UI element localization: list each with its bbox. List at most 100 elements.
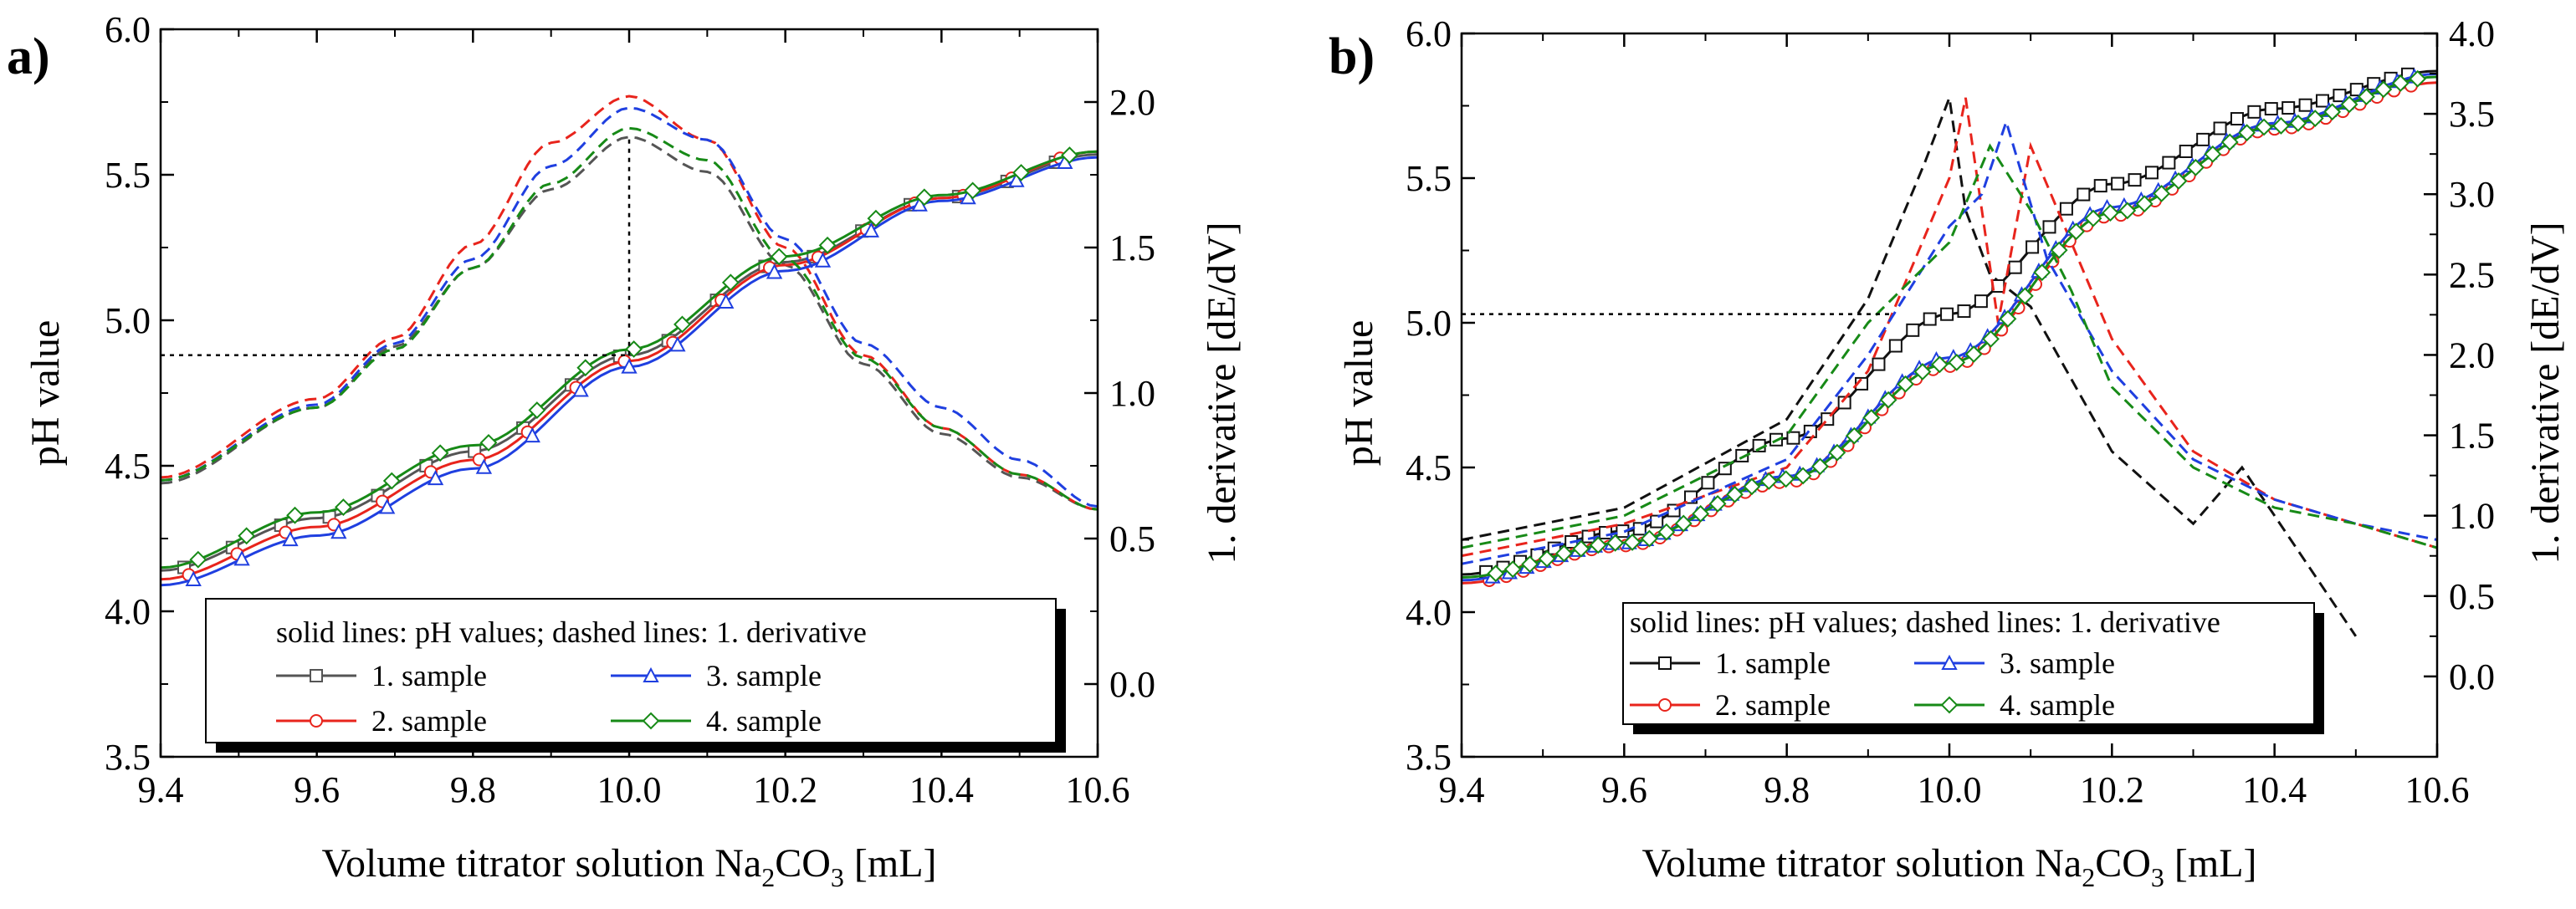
panel-b-x-tick-label: 9.4 — [1439, 769, 1485, 810]
panel-b-marker-4-sample — [1503, 560, 1522, 579]
panel-b-marker-1-sample — [2247, 105, 2261, 119]
panel-b-marker-1-sample — [1581, 529, 1595, 544]
panel-b-marker-4-sample — [1999, 309, 2017, 328]
panel-b-marker-4-sample — [2340, 95, 2358, 114]
panel-a-x-tick-label: 9.6 — [294, 769, 340, 810]
panel-b-legend-label-1-sample: 1. sample — [1715, 646, 1831, 680]
panel-b-marker-1-sample — [1837, 396, 1851, 410]
panel-a-x-axis-label: Volume titrator solution Na2CO3 [mL] — [321, 841, 936, 892]
panel-a-y2-tick-label: 0.5 — [1109, 518, 1155, 559]
panel-b-marker-4-sample — [2084, 209, 2102, 227]
panel-a-marker-4-sample — [818, 236, 837, 254]
panel-b-legend-label-4-sample: 4. sample — [2000, 688, 2115, 722]
panel-a-legend-label-2-sample: 2. sample — [371, 704, 487, 738]
panel-b-x-tick-label: 9.6 — [1601, 769, 1647, 810]
panel-b-marker-1-sample — [1923, 312, 1937, 326]
panel-b-marker-4-sample — [1811, 457, 1829, 476]
panel-a-marker-3-sample — [718, 293, 735, 309]
panel-a-derivative-line-3-sample — [161, 106, 1098, 508]
panel-b-marker-4-sample — [1777, 470, 1795, 488]
panel-b-x-tick-label: 10.0 — [1918, 769, 1982, 810]
panel-a-marker-4-sample — [479, 434, 498, 452]
panel-b-x-tick-label: 10.4 — [2242, 769, 2307, 810]
panel-a-x-tick-label: 9.8 — [450, 769, 496, 810]
panel-b-ph-line-2-sample — [1462, 81, 2437, 585]
panel-b-marker-1-sample — [2179, 144, 2193, 158]
panel-b-marker-4-sample — [1862, 409, 1881, 426]
panel-b-y2-axis-label: 1. derivative [dE/dV] — [2523, 222, 2568, 564]
panel-b-marker-1-sample — [2008, 260, 2022, 274]
panel-a-series-group — [161, 94, 1098, 587]
panel-b-marker-4-sample — [2255, 118, 2273, 136]
panel-b-marker-1-sample — [2264, 102, 2278, 116]
panel-b-marker-1-sample — [2093, 179, 2107, 193]
panel-b-marker-1-sample — [2077, 187, 2091, 202]
panel-b-y-axis-label: pH value — [1337, 320, 1381, 467]
panel-b-ph-line-1-sample — [1462, 69, 2437, 576]
panel-b-y-tick-label: 5.5 — [1406, 158, 1452, 199]
panel-b-label: b) — [1329, 28, 1375, 85]
panel-b-xlabel-end: [mL] — [2164, 841, 2257, 886]
panel-b-marker-4-sample — [1538, 549, 1556, 568]
panel-a-marker-3-sample — [427, 469, 444, 486]
panel-b-marker-1-sample — [2144, 166, 2159, 180]
panel-b-marker-1-sample — [1906, 323, 1920, 337]
panel-b-derivative-line-4-sample — [1462, 143, 2437, 549]
panel-a-legend-marker-3-sample — [643, 666, 659, 682]
panel-a-marker-3-sample — [621, 358, 638, 374]
panel-b-ticks: 9.4 9.6 9.8 10.0 10.2 10.4 10.6 3.5 4.0 4.5 5.0 5.5… — [1406, 13, 2495, 810]
panel-b-marker-4-sample — [1982, 329, 2000, 348]
panel-a-y-axis-label: pH value — [23, 320, 68, 467]
panel-a-marker-3-sample — [572, 381, 589, 397]
panel-b-marker-1-sample — [1786, 431, 1800, 445]
panel-a-legend: solid lines: pH values; dashed lines: 1.… — [205, 598, 1066, 753]
panel-b-marker-4-sample — [2187, 158, 2205, 176]
panel-b-derivative-line-1-sample — [1462, 97, 2358, 637]
panel-b-marker-1-sample — [2196, 132, 2210, 146]
panel-b-x-axis-label: Volume titrator solution Na2CO3 [mL] — [1641, 841, 2256, 892]
panel-a-marker-3-sample — [330, 523, 347, 539]
panel-b-marker-1-sample — [1974, 294, 1988, 309]
panel-a-legend-label-3-sample: 3. sample — [706, 659, 822, 692]
panel-a-legend-label-4-sample: 4. sample — [706, 704, 822, 738]
panel-b-xlabel-sub1: 2 — [2082, 862, 2095, 892]
panel-a-marker-4-sample — [576, 359, 595, 377]
panel-b-marker-4-sample — [1794, 467, 1812, 485]
panel-b-marker-4-sample — [2101, 204, 2119, 222]
panel-a-xlabel-sub1: 2 — [761, 862, 775, 892]
panel-b-y2-tick-label: 0.0 — [2449, 656, 2495, 697]
panel-a-marker-3-sample — [378, 498, 396, 514]
panel-b-marker-4-sample — [2289, 114, 2307, 132]
panel-b-x-tick-label: 9.8 — [1764, 769, 1810, 810]
panel-b-marker-1-sample — [2042, 220, 2056, 234]
panel-a-y-tick-label: 4.5 — [105, 446, 151, 487]
panel-a-y-tick-label: 3.5 — [105, 737, 151, 778]
panel-b-marker-4-sample — [2033, 263, 2051, 282]
panel-b-y-tick-label: 5.0 — [1406, 303, 1452, 344]
panel-b-y-tick-label: 4.5 — [1406, 447, 1452, 488]
panel-b-marker-4-sample — [2391, 74, 2410, 92]
panel-a-derivative-line-4-sample — [161, 126, 1098, 511]
panel-a-marker-4-sample — [334, 498, 352, 516]
panel-b-marker-4-sample — [1726, 485, 1744, 503]
panel-b-legend-label-3-sample: 3. sample — [2000, 646, 2115, 680]
panel-a-x-tick-label: 9.4 — [138, 769, 184, 810]
panel-b-marker-1-sample — [1872, 357, 1886, 371]
panel-a-y-tick-label: 5.5 — [105, 155, 151, 196]
panel-a-marker-3-sample — [863, 222, 880, 237]
panel-b-marker-4-sample — [1572, 539, 1590, 558]
panel-a-marker-3-sample — [814, 252, 832, 268]
panel-b-marker-1-sample — [1957, 304, 1971, 319]
panel-b-marker-4-sample — [2135, 195, 2153, 213]
panel-a-xlabel-mid: CO — [775, 841, 831, 886]
panel-a-legend-marker-1-sample — [310, 669, 323, 682]
panel-a-x-tick-label: 10.6 — [1066, 769, 1130, 810]
panel-b-derivative-line-2-sample — [1462, 97, 2437, 558]
panel-b-marker-4-sample — [2272, 117, 2290, 135]
panel-b-marker-4-sample — [2050, 241, 2068, 259]
panel-b-ph-line-4-sample — [1462, 75, 2437, 579]
panel-a-marker-3-sample — [282, 530, 299, 547]
panel-a-marker-4-sample — [528, 401, 546, 419]
panel-a-x-tick-label: 10.2 — [753, 769, 817, 810]
panel-b-legend-marker-1-sample — [1658, 656, 1672, 670]
